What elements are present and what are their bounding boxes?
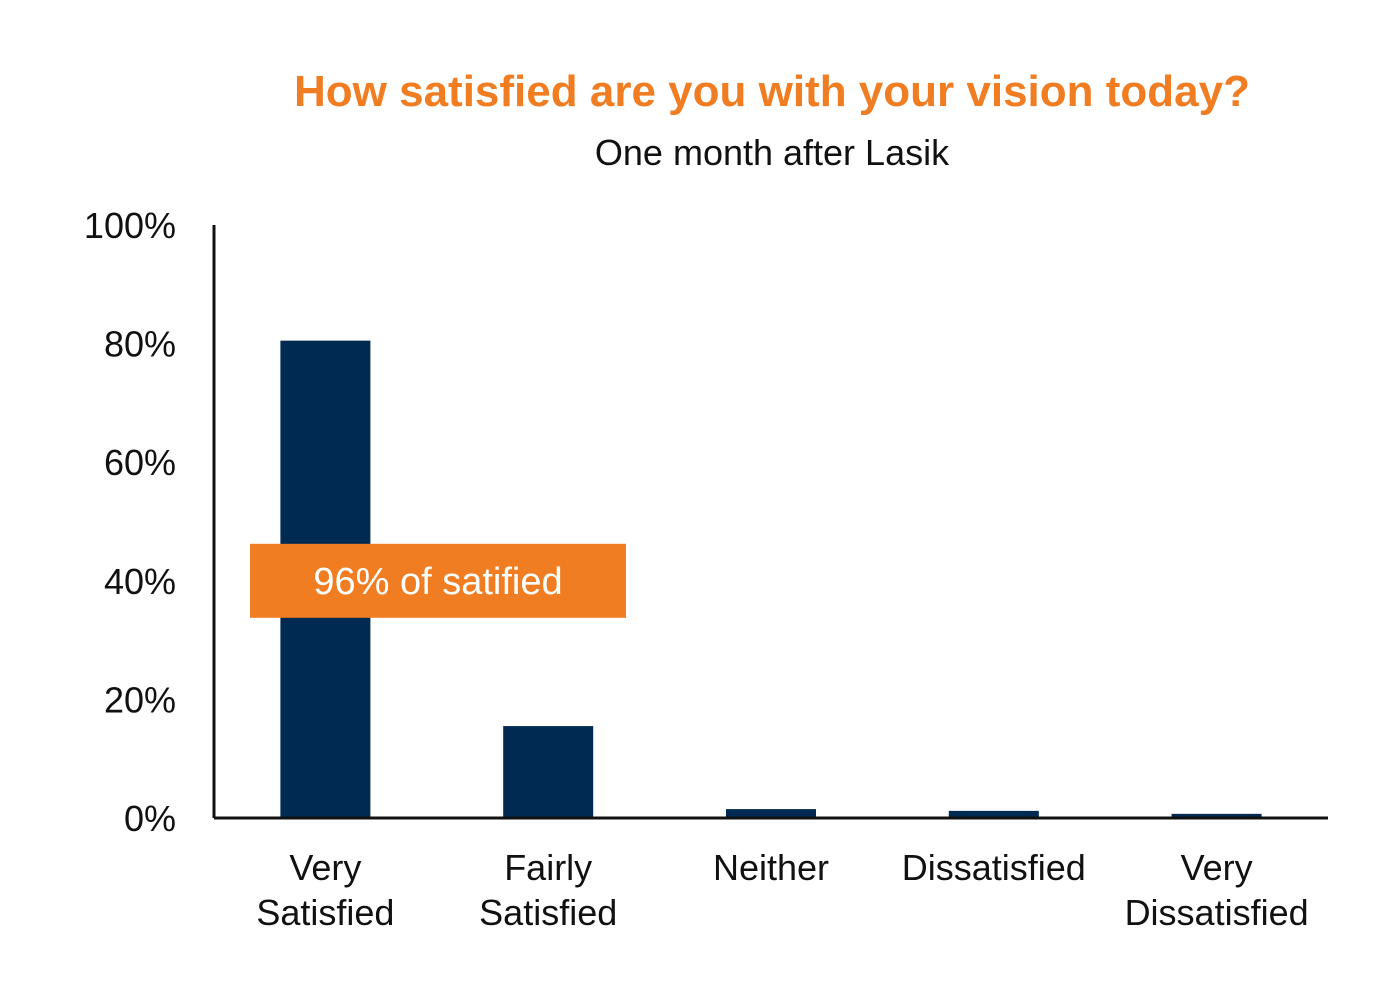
- bar: [503, 726, 594, 818]
- chart-title: How satisfied are you with your vision t…: [294, 67, 1250, 116]
- x-category-label: Very Satisfied: [256, 847, 394, 933]
- annotation-text: 96% of satified: [313, 561, 562, 603]
- x-axis-category-labels: Very Satisfied Fairly Satisfied Neither Dissa…: [256, 847, 1308, 933]
- y-tick-label: 80%: [104, 324, 176, 365]
- x-category-label: Dissatisfied: [902, 847, 1086, 888]
- y-tick-label: 40%: [104, 561, 176, 602]
- annotation-callout: 96% of satified: [250, 543, 626, 618]
- y-tick-label: 0%: [124, 798, 176, 839]
- bar: [948, 810, 1039, 818]
- bar: [726, 809, 816, 818]
- annotation-box: [250, 543, 626, 618]
- x-category-label: Neither: [713, 847, 829, 888]
- y-tick-label: 60%: [104, 442, 176, 483]
- y-axis-tick-labels: 0% 20% 40% 60% 80% 100%: [84, 205, 176, 839]
- y-tick-label: 20%: [104, 679, 176, 720]
- x-category-label: Very Dissatisfied: [1125, 847, 1309, 933]
- chart-subtitle: One month after Lasik: [595, 132, 950, 173]
- y-tick-label: 100%: [84, 205, 176, 246]
- x-category-label: Fairly Satisfied: [479, 847, 617, 933]
- bar: [1171, 813, 1262, 818]
